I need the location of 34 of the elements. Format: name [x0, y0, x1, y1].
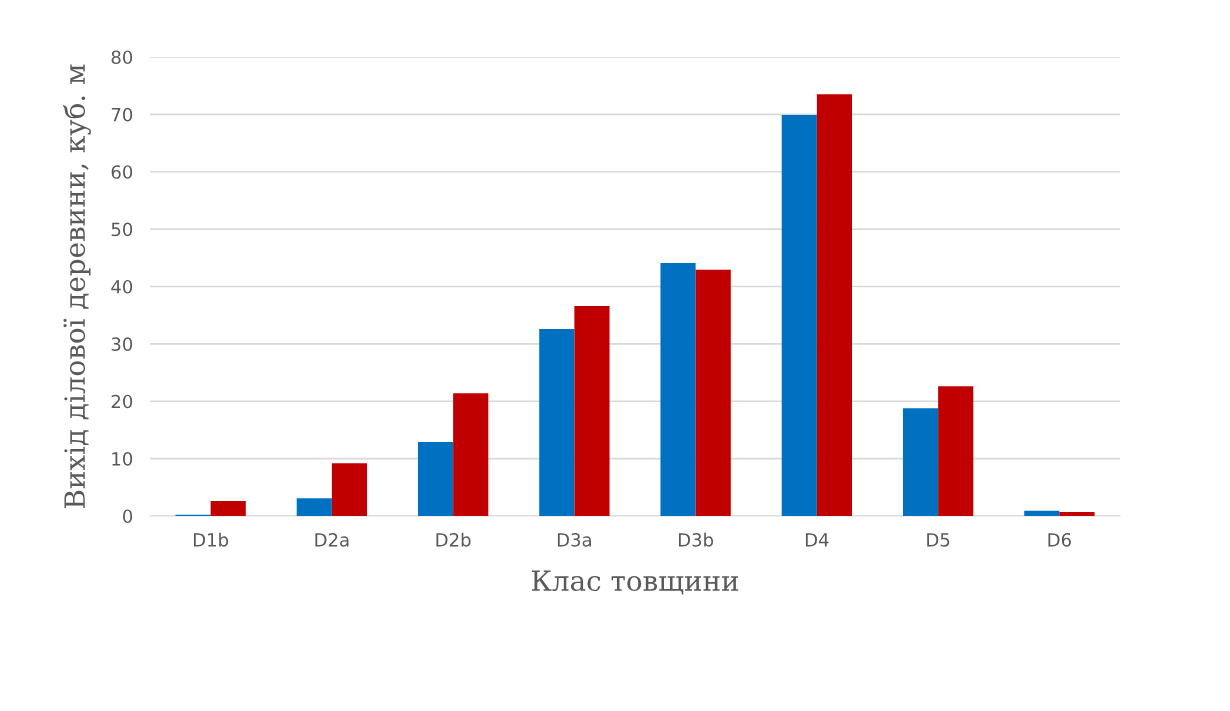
bar: [660, 262, 696, 516]
y-tick-label: 10: [112, 452, 133, 466]
y-tick-label: 60: [111, 165, 133, 179]
x-tick-label: D5: [927, 533, 950, 547]
y-tick-label: 0: [123, 509, 133, 524]
bar: [296, 498, 332, 516]
x-tick-label: D2b: [436, 532, 471, 547]
x-tick-label: D4: [805, 533, 829, 547]
bar: [539, 328, 575, 516]
bar: [210, 501, 246, 516]
x-tick-label: D3b: [678, 532, 714, 547]
y-tick-label: 80: [111, 50, 133, 65]
bar: [1059, 511, 1095, 516]
bar: [574, 306, 610, 516]
bar: [1024, 510, 1060, 516]
y-tick-label: 70: [111, 107, 133, 122]
bar: [816, 94, 853, 516]
bar: [781, 114, 817, 516]
x-axis-title: Клас товщини: [531, 570, 739, 595]
bar: [417, 441, 454, 516]
y-tick-label: 40: [111, 279, 133, 294]
bar: [453, 393, 489, 516]
y-tick-label: 20: [111, 394, 133, 409]
y-axis-title: Вихід ділової деревини, куб. м: [63, 64, 91, 509]
bar: [902, 408, 939, 516]
x-tick-label: D6: [1048, 532, 1071, 547]
y-tick-label: 50: [111, 222, 133, 237]
x-tick-label: D3a: [557, 532, 591, 547]
x-tick-label: D1b: [193, 532, 229, 547]
x-tick-label: D2a: [315, 532, 349, 547]
y-tick-label: 30: [111, 337, 133, 351]
bar: [938, 386, 974, 516]
bar: [331, 463, 368, 516]
bar: [695, 269, 731, 516]
